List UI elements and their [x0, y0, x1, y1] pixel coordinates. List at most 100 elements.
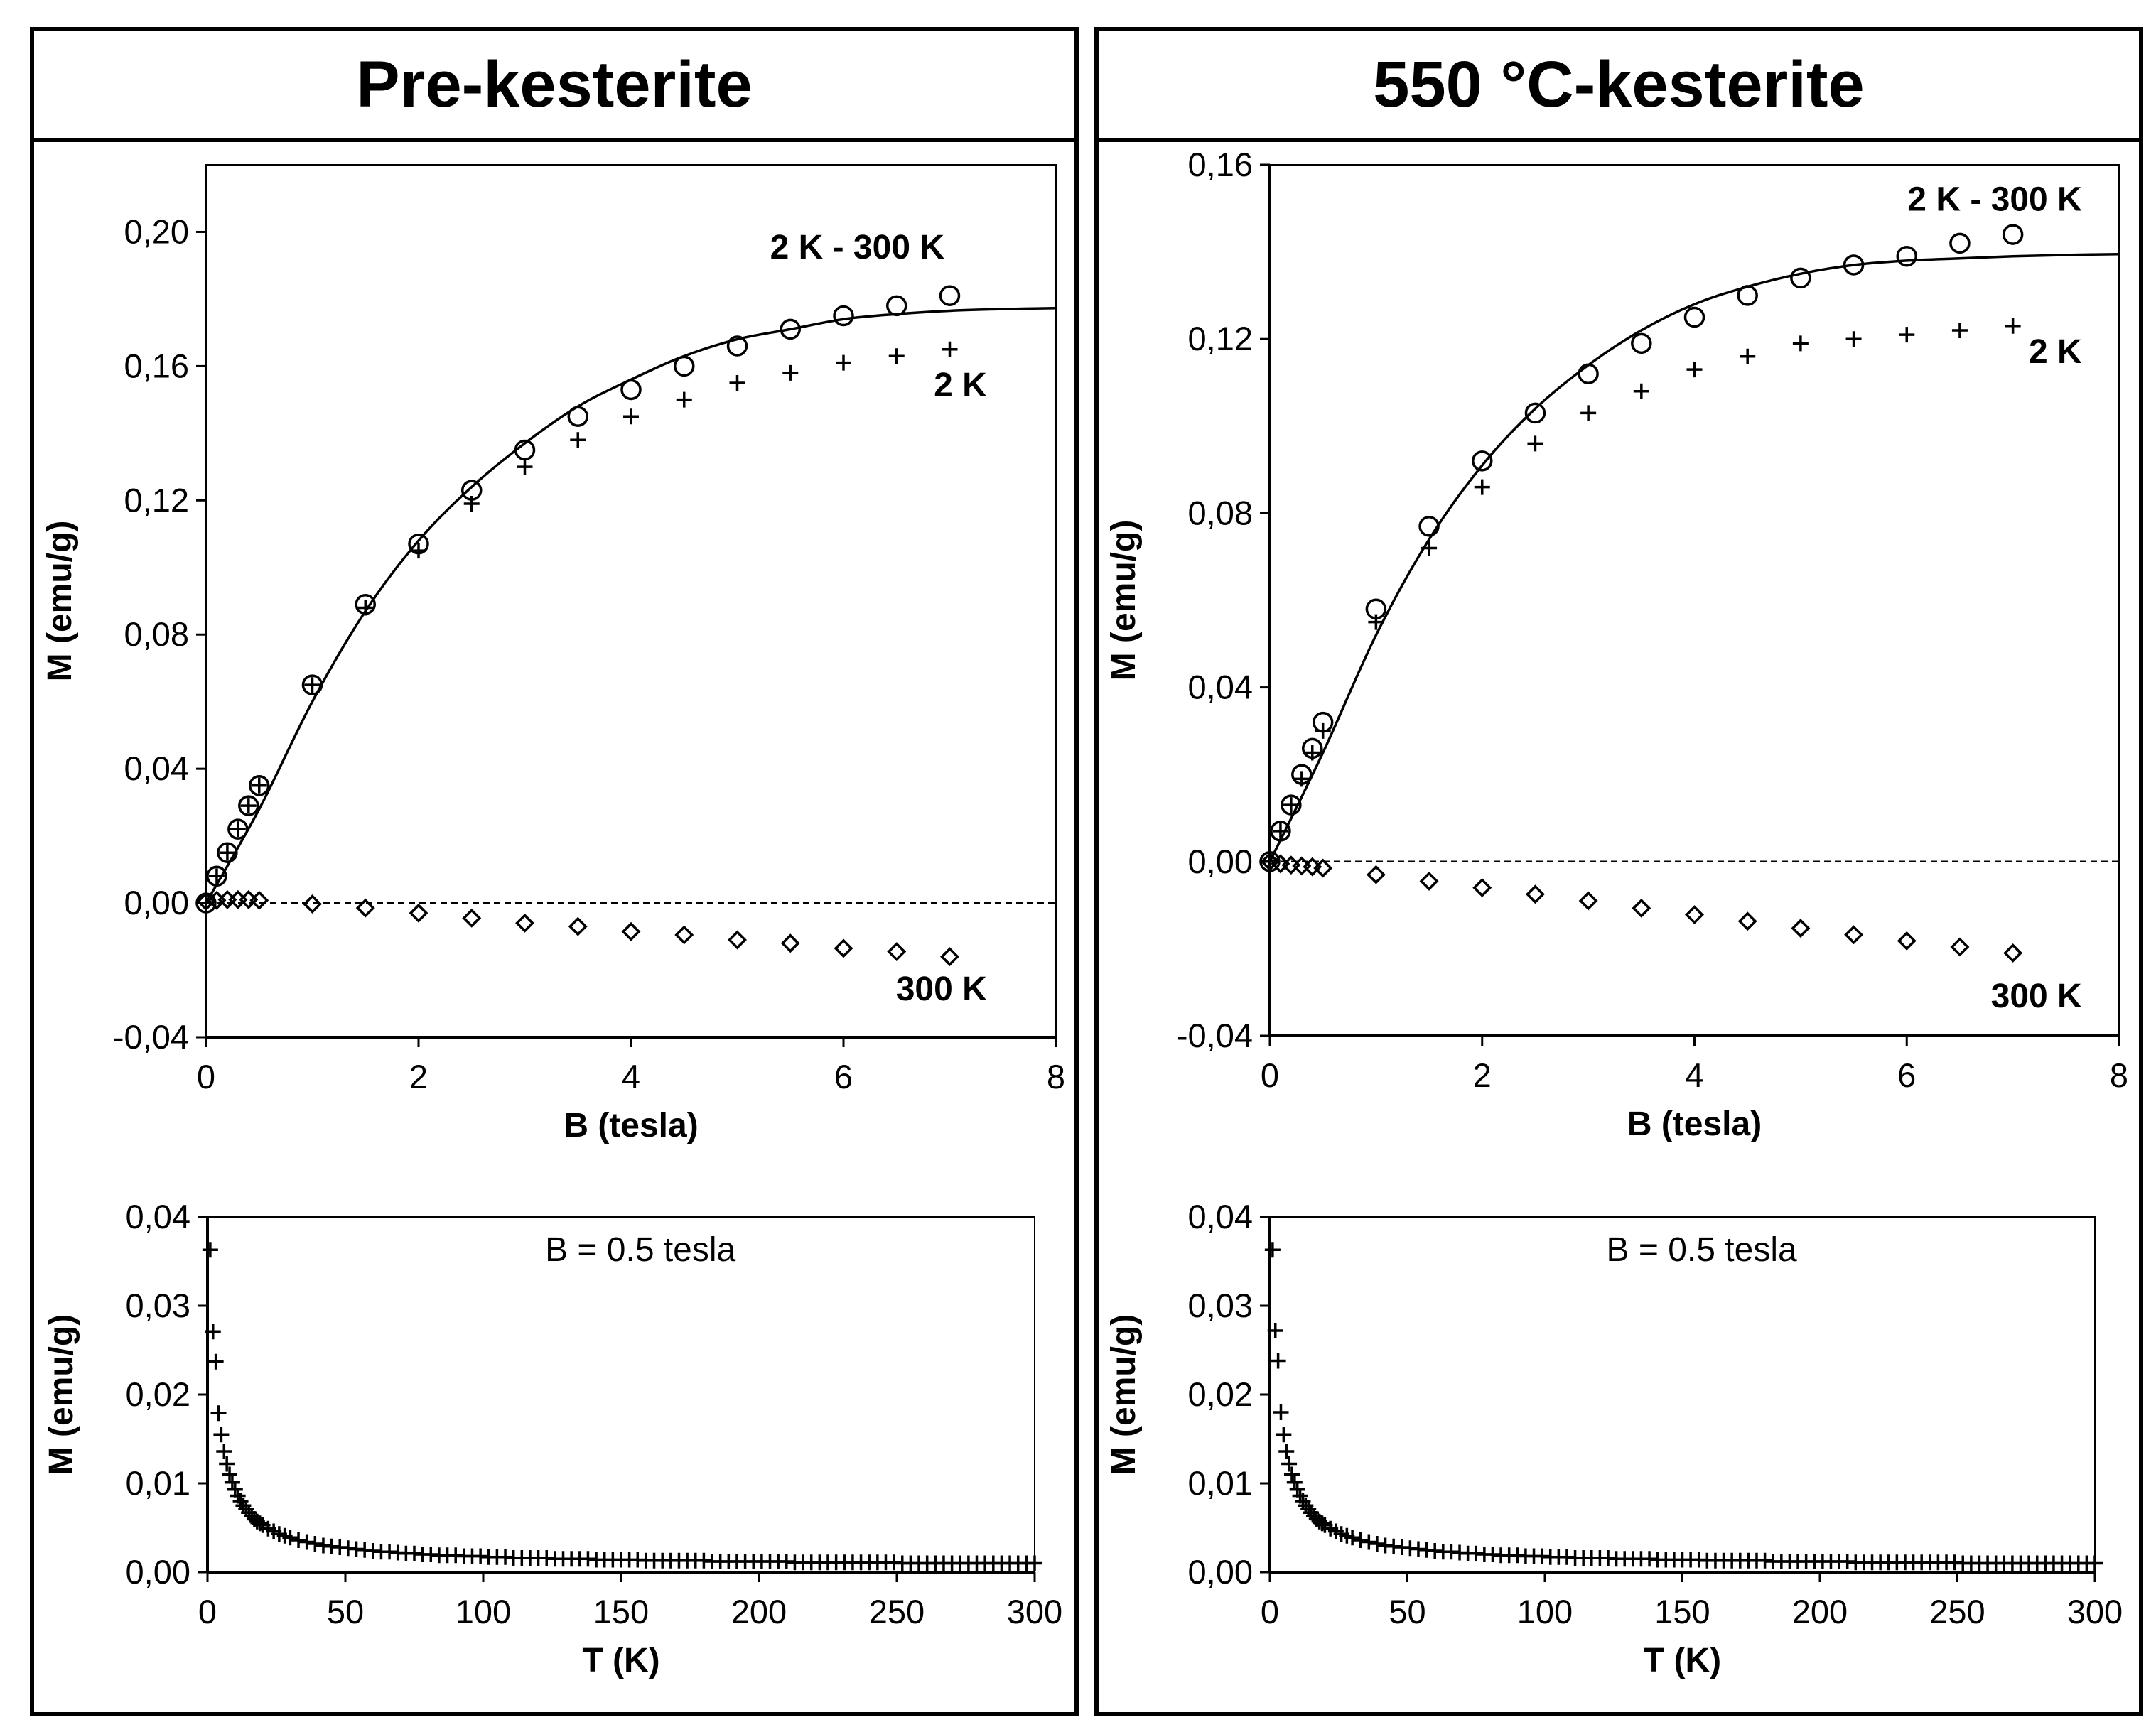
x-tick-label: 0: [1261, 1593, 1279, 1630]
y-tick-label: 0,04: [126, 1198, 190, 1235]
series-plus: [202, 1242, 1042, 1571]
data-point: [1369, 1536, 1385, 1552]
data-point: [1896, 245, 1917, 267]
data-point: [834, 938, 853, 958]
data-point: [224, 1474, 240, 1490]
data-point: [728, 930, 747, 950]
chart-2: 0,00 0,01 0,02 0,03 0,04 0 50 100 150 200 250 300 T …: [43, 1198, 1062, 1679]
data-point: [217, 889, 237, 909]
data-point: [1525, 884, 1545, 904]
series-label: 300 K: [896, 970, 987, 1008]
data-point: [782, 364, 799, 381]
data-point: [517, 459, 533, 475]
series-label: 2 K - 300 K: [770, 229, 945, 266]
y-tick-label: 0,16: [1188, 146, 1253, 183]
data-point: [2002, 224, 2024, 245]
chart-3: -0,04 0,00 0,04 0,08 0,12 0,16 0 2 4 6 8 B (tesla) M…: [1105, 146, 2128, 1143]
plot-frame: [207, 1216, 1035, 1573]
fit-curve: [205, 306, 1057, 904]
data-point: [249, 890, 269, 910]
x-tick-label: 6: [834, 1058, 853, 1095]
y-axis-title: M (emu/g): [1105, 520, 1143, 681]
data-point: [1314, 1515, 1330, 1532]
x-axis-title: B (tesla): [564, 1107, 698, 1144]
data-point: [1737, 911, 1757, 931]
y-tick-label: 0,01: [1188, 1464, 1253, 1502]
data-point: [1281, 794, 1302, 816]
data-point: [219, 1456, 235, 1472]
data-point: [1474, 479, 1490, 495]
data-point: [888, 348, 905, 364]
data-point: [463, 496, 480, 512]
chart-4: 0,00 0,01 0,02 0,03 0,04 0 50 100 150 200 250 300 T …: [1105, 1198, 2123, 1679]
data-point: [676, 391, 692, 408]
series-plus: [1264, 1242, 2103, 1571]
data-point: [210, 1405, 227, 1422]
chart-1: -0,04 0,00 0,04 0,08 0,12 0,16 0,20 0 2 4 6 8 B (tes…: [41, 164, 1065, 1144]
data-point: [1273, 1404, 1289, 1420]
data-point: [1790, 267, 1811, 289]
data-point: [202, 1242, 218, 1258]
x-tick-label: 250: [1929, 1593, 1985, 1630]
data-point: [2003, 943, 2023, 963]
data-point: [252, 1515, 268, 1532]
data-point: [1949, 232, 1971, 254]
data-point: [623, 408, 639, 425]
y-axis-title: M (emu/g): [1105, 1314, 1143, 1476]
x-tick-label: 0: [198, 1593, 217, 1630]
x-tick-label: 0: [1261, 1056, 1279, 1094]
x-tick-label: 200: [731, 1593, 787, 1630]
data-point: [251, 777, 267, 794]
data-point: [1419, 871, 1439, 891]
y-tick-label: 0,00: [124, 884, 189, 921]
data-point: [1844, 925, 1864, 945]
data-point: [940, 947, 959, 967]
series-label: 2 K: [2029, 333, 2082, 371]
data-point: [207, 1353, 224, 1370]
panel-title: Pre-kesterite: [34, 31, 1074, 142]
data-point: [2087, 1555, 2103, 1571]
data-point: [1344, 1530, 1361, 1546]
data-point: [833, 305, 854, 327]
y-tick-label: 0,02: [126, 1375, 190, 1413]
y-tick-label: 0,04: [124, 749, 189, 787]
data-point: [216, 1444, 232, 1459]
data-point: [1686, 362, 1703, 378]
data-point: [303, 894, 322, 914]
x-tick-label: 150: [593, 1593, 649, 1630]
data-point: [205, 1324, 221, 1340]
series-plus: [1262, 318, 2021, 870]
data-point: [213, 1427, 230, 1443]
x-axis-title: T (K): [582, 1642, 659, 1679]
data-point: [462, 908, 482, 928]
data-point: [1278, 1444, 1295, 1459]
series-diamond: [1260, 852, 2023, 963]
data-point: [1633, 383, 1649, 399]
data-point: [1578, 363, 1599, 384]
data-point: [726, 335, 748, 357]
data-point: [780, 318, 801, 340]
data-point: [1267, 1323, 1283, 1338]
data-point: [228, 889, 248, 909]
data-point: [674, 925, 694, 945]
series-label: 2 K: [934, 367, 987, 404]
y-tick-label: 0,01: [126, 1464, 190, 1502]
data-point: [1260, 852, 1280, 872]
series-label: 2 K - 300 K: [1907, 180, 2082, 218]
data-point: [1283, 1466, 1300, 1483]
data-point: [219, 845, 235, 861]
data-point: [249, 775, 270, 796]
y-tick-label: 0,16: [124, 347, 189, 384]
data-point: [1292, 856, 1312, 876]
data-point: [1418, 516, 1440, 537]
series-plus: [198, 341, 958, 911]
y-tick-label: 0,03: [126, 1287, 190, 1324]
panel-title: 550 °C-kesterite: [1099, 31, 2139, 142]
x-tick-label: 300: [1007, 1593, 1062, 1630]
field-annotation: B = 0.5 tesla: [1607, 1231, 1797, 1269]
data-point: [1276, 1427, 1292, 1443]
x-tick-label: 2: [1473, 1056, 1492, 1094]
data-point: [409, 903, 428, 923]
data-point: [1845, 331, 1862, 347]
data-point: [887, 942, 907, 962]
